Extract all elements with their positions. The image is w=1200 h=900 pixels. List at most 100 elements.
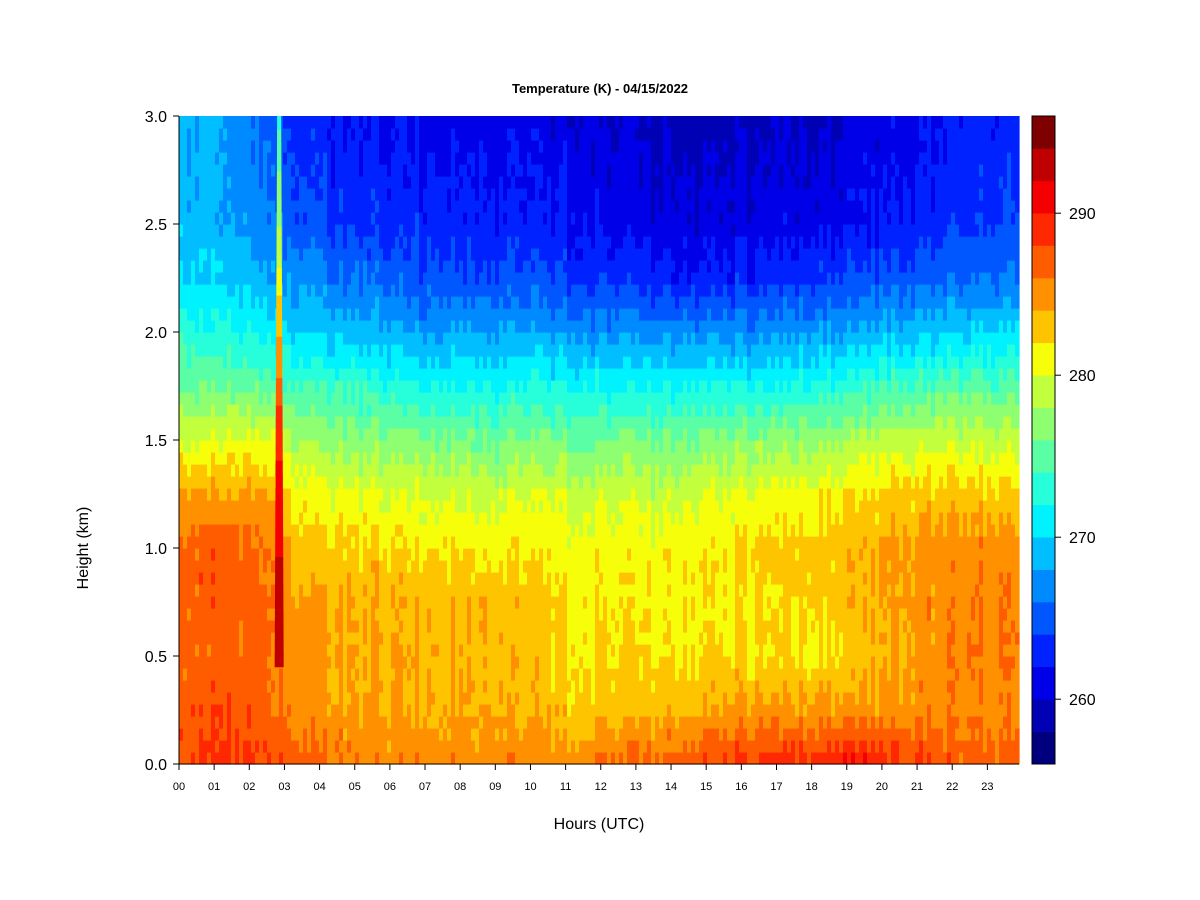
heat-cell — [243, 692, 248, 705]
heat-cell — [235, 272, 240, 285]
heat-cell — [411, 200, 416, 213]
heat-cell — [399, 536, 404, 549]
heat-cell — [379, 212, 384, 225]
heat-cell — [503, 560, 508, 573]
heat-cell — [355, 644, 360, 657]
heat-cell — [431, 224, 436, 237]
heat-cell — [455, 560, 460, 573]
heat-cell — [199, 188, 204, 201]
heat-cell — [527, 212, 532, 225]
heat-cell — [343, 608, 348, 621]
heat-cell — [519, 548, 524, 561]
heat-cell — [307, 392, 312, 405]
heat-cell — [339, 536, 344, 549]
heat-cell — [519, 272, 524, 285]
heat-cell — [431, 308, 436, 321]
heat-cell — [231, 248, 236, 261]
heat-cell — [383, 116, 388, 129]
heat-cell — [395, 212, 400, 225]
heat-cell — [407, 596, 412, 609]
heat-cell — [487, 656, 492, 669]
heat-cell — [351, 632, 356, 645]
heat-cell — [331, 188, 336, 201]
heat-cell — [283, 296, 288, 309]
heat-cell — [491, 116, 496, 129]
heat-cell — [471, 188, 476, 201]
heat-cell — [299, 740, 304, 753]
heat-cell — [535, 692, 540, 705]
heat-cell — [339, 464, 344, 477]
heat-cell — [431, 260, 436, 273]
heat-cell — [227, 716, 232, 729]
heat-cell — [195, 428, 200, 441]
heat-cell — [367, 680, 372, 693]
heat-cell — [255, 260, 260, 273]
heat-cell — [195, 368, 200, 381]
heat-cell — [487, 368, 492, 381]
heat-cell — [187, 284, 192, 297]
heat-cell — [479, 260, 484, 273]
heat-cell — [347, 572, 352, 585]
heat-cell — [419, 116, 424, 129]
heat-cell — [415, 116, 420, 129]
heat-cell — [403, 512, 408, 525]
heat-cell — [335, 500, 340, 513]
heat-cell — [451, 524, 456, 537]
heat-cell — [535, 368, 540, 381]
heat-cell — [355, 752, 360, 765]
heat-cell — [371, 584, 376, 597]
heat-cell — [359, 476, 364, 489]
heat-cell — [331, 644, 336, 657]
heat-cell — [203, 428, 208, 441]
heat-cell — [239, 752, 244, 765]
heat-cell — [407, 272, 412, 285]
heat-cell — [187, 152, 192, 165]
heat-cell — [539, 656, 544, 669]
heat-cell — [387, 584, 392, 597]
heat-cell — [383, 272, 388, 285]
heat-cell — [371, 188, 376, 201]
heat-cell — [543, 140, 548, 153]
heat-cell — [379, 728, 384, 741]
heat-cell — [247, 404, 252, 417]
heat-cell — [487, 428, 492, 441]
heat-cell — [423, 368, 428, 381]
heat-cell — [187, 620, 192, 633]
heat-cell — [323, 356, 328, 369]
heat-cell — [199, 176, 204, 189]
heat-cell — [211, 476, 216, 489]
heat-cell — [251, 560, 256, 573]
heat-cell — [463, 320, 468, 333]
heat-cell — [415, 212, 420, 225]
heat-cell — [391, 752, 396, 765]
heat-cell — [355, 116, 360, 129]
heat-cell — [535, 668, 540, 681]
heat-cell — [407, 416, 412, 429]
heat-cell — [399, 656, 404, 669]
heat-cell — [363, 488, 368, 501]
heat-cell — [331, 128, 336, 141]
heat-cell — [359, 116, 364, 129]
heat-cell — [447, 500, 452, 513]
heat-cell — [283, 164, 288, 177]
heat-cell — [403, 644, 408, 657]
heat-cell — [271, 212, 276, 225]
heat-cell — [283, 572, 288, 585]
heat-cell — [367, 524, 372, 537]
heat-cell — [303, 524, 308, 537]
heat-cell — [407, 512, 412, 525]
heat-cell — [215, 692, 220, 705]
heat-cell — [487, 608, 492, 621]
heat-cell — [191, 260, 196, 273]
heat-cell — [287, 584, 292, 597]
heat-cell — [247, 116, 252, 129]
heat-cell — [539, 152, 544, 165]
heat-cell — [247, 668, 252, 681]
heat-cell — [215, 392, 220, 405]
heat-cell — [487, 644, 492, 657]
heat-cell — [507, 416, 512, 429]
heat-cell — [371, 596, 376, 609]
heat-cell — [503, 200, 508, 213]
heat-cell — [227, 560, 232, 573]
heat-cell — [439, 116, 444, 129]
